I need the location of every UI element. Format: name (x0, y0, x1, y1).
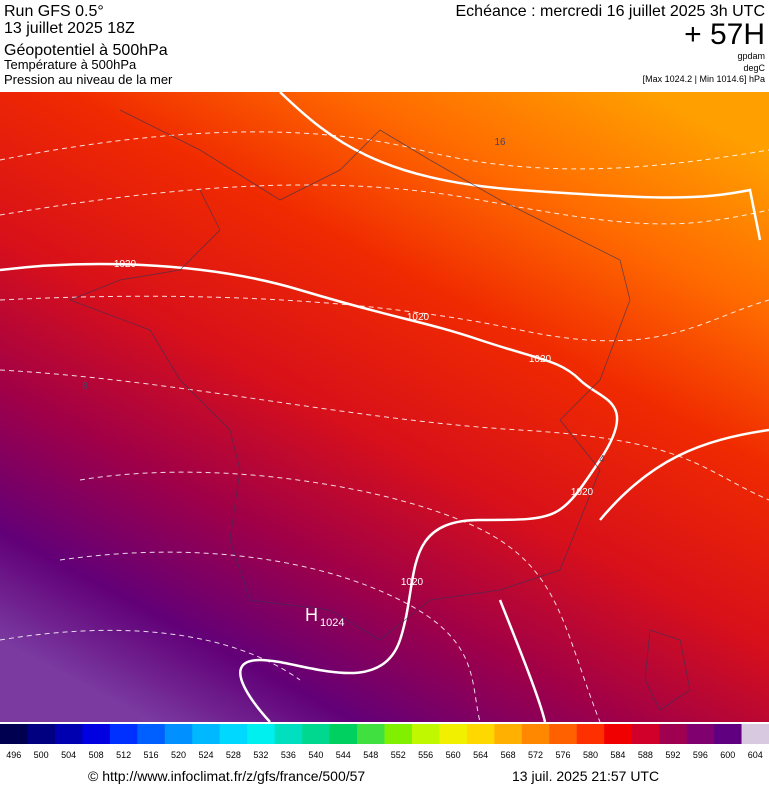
contour-label: 1020 (571, 487, 594, 498)
colorbar-label: 560 (446, 750, 461, 760)
colorbar-swatch (192, 724, 221, 744)
colorbar-swatch (384, 724, 413, 744)
colorbar-swatch (714, 724, 743, 744)
colorbar-label: 524 (198, 750, 213, 760)
contour-label: 1020 (401, 577, 424, 588)
colorbar-label: 516 (144, 750, 159, 760)
colorbar-swatch (466, 724, 495, 744)
colorbar-label: 556 (418, 750, 433, 760)
colorbar-swatch (357, 724, 385, 744)
colorbar-swatch (604, 724, 633, 744)
contour-label: 8 (82, 381, 88, 392)
colorbar-label: 496 (6, 750, 21, 760)
colorbar-label: 596 (693, 750, 708, 760)
layer: Température à 500hPa (4, 57, 137, 72)
layer: Géopotentiel à 500hPa (4, 42, 168, 59)
colorbar-label: 544 (336, 750, 351, 760)
contour-label: 16 (494, 137, 506, 148)
colorbar-swatch (274, 724, 303, 744)
colorbar-label: 512 (116, 750, 131, 760)
date: 13 juillet 2025 18Z (4, 20, 135, 37)
colorbar-label: 580 (583, 750, 598, 760)
colorbar-label: 592 (665, 750, 680, 760)
colorbar-swatch (494, 724, 523, 744)
contour-label: 1020 (114, 259, 137, 270)
colorbar-label: 604 (748, 750, 763, 760)
colorbar-swatch (329, 724, 358, 744)
colorbar-label: 536 (281, 750, 296, 760)
pressure-contours (0, 91, 769, 723)
colorbar-swatch (0, 724, 28, 744)
colorbar-label: 600 (720, 750, 735, 760)
colorbar-label: 540 (308, 750, 323, 760)
run: Run GFS 0.5° (4, 3, 104, 20)
colorbar-label: 520 (171, 750, 186, 760)
colorbar-label: 548 (363, 750, 378, 760)
map-background (0, 92, 769, 722)
colorbar-label: 564 (473, 750, 488, 760)
high-symbol: H (305, 605, 318, 625)
high-value: 1024 (320, 617, 344, 629)
colorbar-label: 500 (34, 750, 49, 760)
url: © http://www.infoclimat.fr/z/gfs/france/… (88, 768, 365, 784)
colorbar-label: 588 (638, 750, 653, 760)
colorbar-swatch (411, 724, 440, 744)
colorbar-label: 568 (501, 750, 516, 760)
unit: degC (743, 63, 765, 73)
colorbar-swatch (27, 724, 56, 744)
colorbar-swatch (164, 724, 193, 744)
colorbar-swatch (109, 724, 138, 744)
contour-label: 1020 (529, 354, 552, 365)
colorbar-swatch (82, 724, 111, 744)
colorbar-label: 584 (610, 750, 625, 760)
contour-label: 1020 (407, 312, 430, 323)
map-labels: 16 1020 1020 1020 1020 1020 8 4 H 1024 (82, 137, 605, 629)
header: Run GFS 0.5°13 juillet 2025 18Z Géopotent… (4, 3, 766, 87)
colorbar-label: 504 (61, 750, 76, 760)
colorbar-label: 572 (528, 750, 543, 760)
contour-label: 4 (599, 454, 605, 465)
lead: + 57H (684, 18, 765, 51)
colorbar-swatch (54, 724, 83, 744)
echeance: Echéance : mercredi 16 juillet 2025 3h U… (456, 3, 766, 20)
unit: [Max 1024.2 | Min 1014.6] hPa (643, 74, 765, 84)
colorbar-swatch (631, 724, 660, 744)
colorbar-swatch (439, 724, 468, 744)
colorbar-label: 528 (226, 750, 241, 760)
colorbar-label: 552 (391, 750, 406, 760)
temperature-contours (0, 131, 769, 723)
layer: Pression au niveau de la mer (4, 72, 173, 87)
colorbar-swatch (219, 724, 248, 744)
unit: gpdam (737, 51, 765, 61)
colorbar-swatch (549, 724, 578, 744)
colorbar-label: 576 (556, 750, 571, 760)
colorbar: 496 500 504 508 512 516 520 524 528 532 536 540 544 5… (0, 724, 769, 760)
colorbar-swatch (137, 724, 166, 744)
colorbar-swatch (686, 724, 715, 744)
colorbar-swatch (576, 724, 605, 744)
colorbar-swatch (521, 724, 550, 744)
colorbar-swatch (302, 724, 331, 744)
colorbar-swatch (247, 724, 276, 744)
colorbar-swatch (741, 724, 769, 744)
borders (68, 109, 691, 711)
timestamp: 13 juil. 2025 21:57 UTC (512, 768, 659, 784)
colorbar-label: 532 (253, 750, 268, 760)
footer: © http://www.infoclimat.fr/z/gfs/france/… (88, 768, 659, 784)
colorbar-swatch (659, 724, 688, 744)
colorbar-label: 508 (89, 750, 104, 760)
